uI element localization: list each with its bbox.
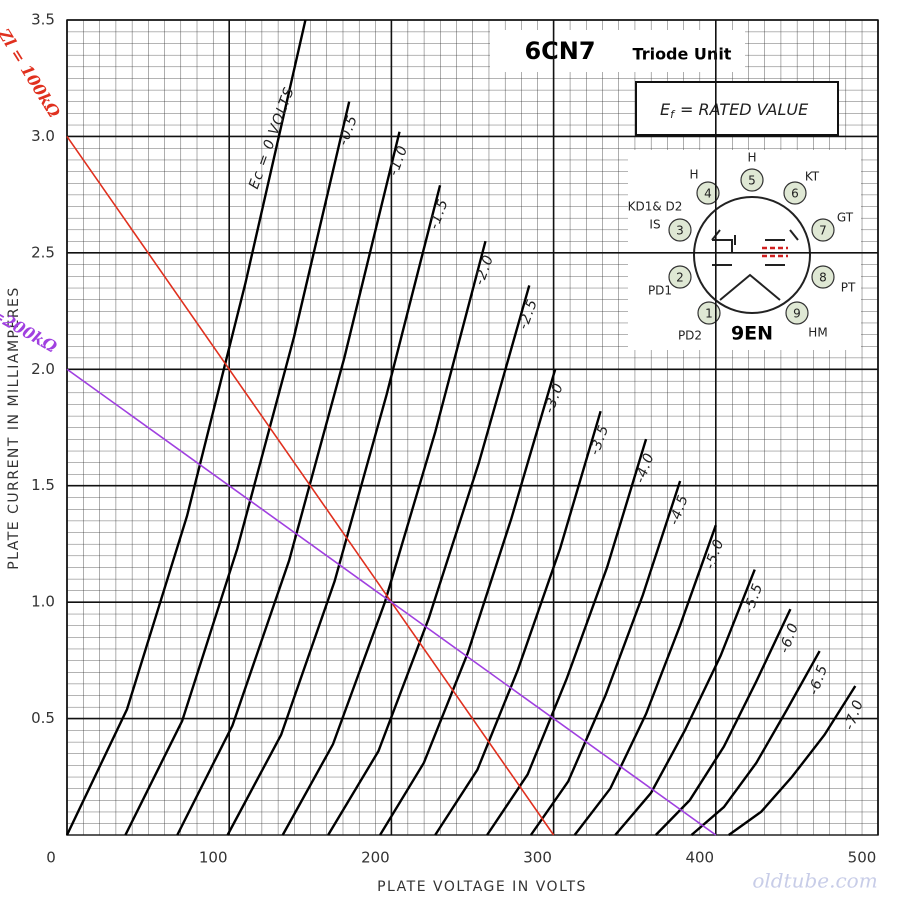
pin-label: HM [808,326,827,340]
y-tick-label: 3.0 [31,127,55,145]
pin [811,265,835,289]
curve [65,19,307,836]
pin-number: 5 [748,174,756,188]
note-box: Ef = RATED VALUE [635,81,839,136]
note-symbol: E [660,100,671,119]
curve [281,240,487,836]
curve [654,608,792,836]
y-tick-label: 2.5 [31,243,55,261]
load-line [66,135,555,836]
pin-label: PD2 [678,329,702,343]
pin [668,218,692,242]
curve [327,285,531,836]
note-subscript: f [670,108,676,121]
pin-label: PT [841,281,856,295]
title-bg [490,30,745,72]
x-tick-label: 500 [848,849,877,867]
curve [573,524,717,836]
pin-label: PD1 [648,284,672,298]
x-tick-label: 0 [46,849,56,867]
pin-number: 2 [676,271,684,285]
pin-number: 4 [704,187,712,201]
y-tick-label: 2.0 [31,360,55,378]
pin-number: 3 [676,224,684,238]
note-frame [635,81,839,136]
pin-number: 7 [819,224,827,238]
pin-extra-label: IS [649,218,660,232]
y-tick-label: 1.5 [31,476,55,494]
basing-code: 9EN [731,323,773,345]
x-tick-label: 100 [199,849,228,867]
x-tick-label: 200 [361,849,390,867]
note-text: = RATED VALUE [680,100,809,119]
base-circle [693,196,811,314]
curve [690,650,821,836]
pin-number: 1 [705,307,713,321]
curve [529,480,682,836]
pin [811,218,835,242]
note: Ef = RATED VALUE [660,100,809,122]
pin-label: KD1& D2 [628,200,683,214]
pin [668,265,692,289]
subtitle: Triode Unit [633,45,732,64]
curve [434,410,602,836]
curve [379,368,557,836]
title-box: 6CN7 Triode Unit [490,30,745,72]
watermark: oldtube.com [752,869,877,893]
pin-label: KT [805,170,820,184]
curve [176,131,401,836]
pin-number: 6 [791,187,799,201]
grid-electrode [762,246,788,258]
y-tick-label: 0.5 [31,709,55,727]
pin-number: 8 [819,271,827,285]
curve [486,438,648,836]
curve [226,185,442,836]
title: 6CN7 [524,37,595,65]
pin-label: GT [837,211,854,225]
x-axis-label: PLATE VOLTAGE IN VOLTS [377,879,587,895]
curve [614,569,756,836]
pin-number: 9 [793,307,801,321]
pin-label: H [689,168,698,182]
curve [124,101,351,836]
pin [785,301,809,325]
pin [783,181,807,205]
curve [728,685,857,836]
y-axis-label: PLATE CURRENT IN MILLIAMPERES [6,286,22,570]
pin [697,301,721,325]
pin [740,168,764,192]
load-line-label: Zl = 100kΩ [0,24,64,121]
minor-grid [67,20,878,835]
pin-label: H [747,151,756,165]
x-tick-label: 300 [523,849,552,867]
pin [696,181,720,205]
y-tick-label: 3.5 [31,11,55,29]
load-line [66,368,717,836]
x-tick-label: 400 [685,849,714,867]
y-tick-label: 1.0 [31,593,55,611]
